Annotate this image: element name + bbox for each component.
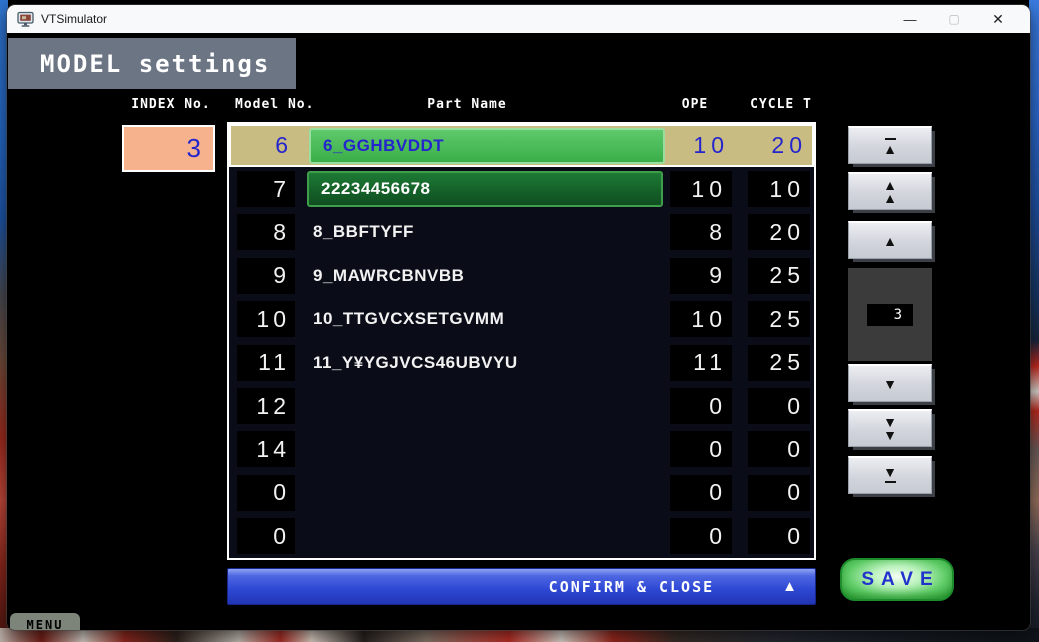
column-header-model: Model No. (235, 96, 315, 112)
index-spinner-panel: 3 (848, 268, 932, 361)
cycle-time-cell: 0 (748, 474, 810, 511)
part-name-cell: 9_MAWRCBNVBB (307, 258, 663, 294)
cycle-time-cell: 0 (748, 518, 810, 555)
window-controls: — ▢ ✕ (888, 5, 1020, 33)
cycle-time-cell: 20 (771, 132, 807, 159)
down-triangle-icon: ▼ (883, 427, 897, 443)
ope-cell: 0 (670, 431, 732, 468)
cycle-time-cell: 0 (748, 388, 810, 425)
table-row[interactable]: 11 11_Y¥YGJVCS46UBVYU 11 25 (229, 341, 814, 384)
part-name-cell: 22234456678 (307, 171, 663, 208)
table-row[interactable]: 14 0 0 (229, 428, 814, 471)
ope-cell: 0 (670, 518, 732, 555)
down-triangle-icon: ▼ (883, 414, 897, 430)
model-no-cell: 14 (237, 431, 295, 468)
jump-to-top-button[interactable]: ▲ (848, 126, 932, 164)
part-name-cell (307, 431, 663, 467)
part-name-cell: 8_BBFTYFF (307, 214, 663, 250)
table-row[interactable]: 6 6_GGHBVDDT 10 20 (229, 124, 814, 168)
up-triangle-icon: ▲ (782, 578, 797, 595)
part-name-text: 11_Y¥YGJVCS46UBVYU (313, 352, 518, 372)
model-no-cell: 6 (275, 132, 292, 159)
minimize-button[interactable]: — (903, 11, 917, 27)
part-name-cell (307, 518, 663, 554)
client-area: MODEL settings INDEX No. Model No. Part … (7, 33, 1030, 630)
ope-cell: 0 (670, 388, 732, 425)
table-row[interactable]: 7 22234456678 10 10 (229, 167, 814, 210)
cycle-time-cell: 25 (748, 257, 810, 294)
page-down-button[interactable]: ▼ ▼ (848, 409, 932, 447)
part-name-input[interactable]: 6_GGHBVDDT (309, 127, 665, 164)
title-bar: VTSimulator — ▢ ✕ (7, 5, 1030, 33)
part-name-text: 8_BBFTYFF (313, 222, 414, 242)
index-spinner-value: 3 (867, 303, 913, 326)
app-window: VTSimulator — ▢ ✕ MODEL settings INDEX N… (7, 5, 1030, 630)
cycle-time-cell: 0 (748, 431, 810, 468)
up-triangle-icon: ▲ (883, 232, 897, 249)
table-row[interactable]: 9 9_MAWRCBNVBB 9 25 (229, 254, 814, 297)
model-no-cell: 11 (237, 344, 295, 381)
cycle-time-cell: 25 (748, 301, 810, 338)
column-header-ope: OPE (681, 96, 709, 112)
model-no-cell: 0 (237, 518, 295, 555)
cycle-time-cell: 20 (748, 214, 810, 251)
table-row[interactable]: 0 0 0 (229, 515, 814, 558)
model-no-cell: 12 (237, 388, 295, 425)
desktop-wallpaper-right (1029, 0, 1039, 642)
column-header-cycle: CYCLE T (750, 96, 812, 112)
ope-cell: 10 (693, 132, 729, 159)
table-row[interactable]: 0 0 0 (229, 471, 814, 514)
ope-cell: 0 (670, 474, 732, 511)
jump-to-end-button[interactable]: ▼ (848, 456, 932, 494)
page-up-button[interactable]: ▲ ▲ (848, 172, 932, 210)
model-table: 6 6_GGHBVDDT 10 20 7 22234456678 10 10 8… (227, 122, 816, 560)
model-no-cell: 7 (237, 171, 295, 208)
up-triangle-icon: ▲ (883, 190, 897, 206)
desktop-wallpaper-left (0, 0, 8, 642)
menu-button[interactable]: MENU (10, 613, 80, 630)
ope-cell: 11 (670, 344, 732, 381)
ope-cell: 10 (670, 171, 732, 208)
model-no-cell: 9 (237, 257, 295, 294)
column-header-part: Part Name (427, 96, 507, 112)
app-monitor-icon (17, 11, 34, 27)
cycle-time-cell: 10 (748, 171, 810, 208)
part-name-input[interactable]: 22234456678 (307, 171, 663, 208)
part-name-text: 10_TTGVCXSETGVMM (313, 309, 505, 329)
save-button[interactable]: SAVE (840, 558, 954, 601)
part-name-text: 9_MAWRCBNVBB (313, 265, 465, 285)
confirm-close-button[interactable]: CONFIRM & CLOSE ▲ (227, 568, 816, 605)
desktop-wallpaper-bottom (0, 628, 1039, 642)
model-no-cell: 8 (237, 214, 295, 251)
model-no-cell: 0 (237, 474, 295, 511)
up-triangle-icon: ▲ (883, 177, 897, 193)
part-name-cell: 11_Y¥YGJVCS46UBVYU (307, 345, 663, 381)
step-down-button[interactable]: ▼ (848, 364, 932, 402)
index-number-display: 3 (122, 125, 215, 172)
close-button[interactable]: ✕ (992, 10, 1004, 27)
ope-cell: 8 (670, 214, 732, 251)
column-header-index: INDEX No. (131, 96, 211, 112)
step-up-button[interactable]: ▲ (848, 221, 932, 259)
table-row[interactable]: 10 10_TTGVCXSETGVMM 10 25 (229, 298, 814, 341)
part-name-cell (307, 475, 663, 511)
down-triangle-icon: ▼ (883, 375, 897, 392)
up-triangle-icon: ▲ (883, 141, 897, 157)
part-name-cell: 10_TTGVCXSETGVMM (307, 301, 663, 337)
ope-cell: 9 (670, 257, 732, 294)
cycle-time-cell: 25 (748, 344, 810, 381)
ope-cell: 10 (670, 301, 732, 338)
confirm-close-label: CONFIRM & CLOSE (548, 577, 715, 596)
table-row[interactable]: 12 0 0 (229, 384, 814, 427)
maximize-button: ▢ (948, 12, 960, 26)
down-triangle-icon: ▼ (883, 464, 897, 480)
dash-icon (884, 481, 896, 483)
model-no-cell: 10 (237, 301, 295, 338)
window-title: VTSimulator (41, 12, 108, 26)
part-name-cell (307, 388, 663, 424)
page-title: MODEL settings (8, 38, 296, 89)
part-name-cell: 6_GGHBVDDT (309, 127, 665, 164)
table-row[interactable]: 8 8_BBFTYFF 8 20 (229, 211, 814, 254)
dash-icon (884, 138, 896, 140)
